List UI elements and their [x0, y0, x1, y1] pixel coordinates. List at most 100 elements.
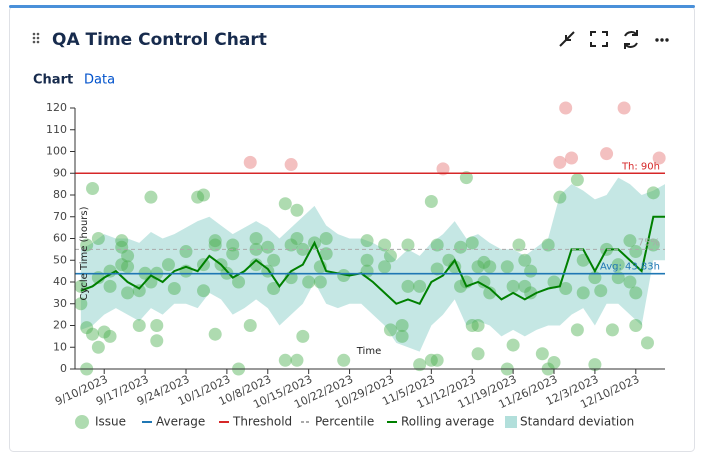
issue-point [243, 319, 257, 332]
issue-point [115, 234, 129, 248]
issue-point [471, 347, 485, 361]
legend-label: Rolling average [401, 415, 494, 429]
issue-point [144, 190, 158, 204]
issue-point [74, 297, 88, 311]
issue-point [378, 260, 392, 274]
issue-point [424, 353, 438, 367]
rolling-average-line [80, 215, 665, 305]
issue-point [208, 327, 222, 341]
issue-point [623, 275, 637, 289]
issue-point [226, 238, 240, 252]
legend-label: Threshold [232, 415, 292, 429]
refresh-icon[interactable] [624, 30, 638, 49]
issue-point [559, 282, 573, 296]
issue-point [483, 260, 497, 274]
drag-handle[interactable] [32, 32, 40, 44]
legend-swatch [505, 416, 517, 428]
issue-point [401, 279, 415, 293]
issue-point [284, 158, 298, 172]
issue-point [524, 264, 538, 278]
issue-point [267, 282, 281, 296]
reference-label: Avg: 43.83h [600, 262, 660, 273]
issue-point [512, 238, 526, 252]
issue-point [646, 186, 660, 200]
issue-point [465, 236, 479, 250]
issue-point [319, 247, 333, 261]
issue-point [506, 338, 520, 352]
reference-label: 75% [638, 237, 660, 248]
issue-point [383, 249, 397, 263]
y-tick-label: 80 [53, 188, 67, 201]
reference-label: Th: 90h [621, 161, 660, 172]
y-tick-label: 90 [53, 166, 67, 179]
issue-point [465, 319, 479, 332]
issue-point [290, 353, 304, 367]
issue-point [483, 286, 497, 300]
issue-point [261, 240, 275, 254]
issue-point [652, 151, 666, 165]
issue-point [208, 238, 222, 252]
issue-point [500, 260, 514, 274]
issue-point [565, 151, 579, 165]
widget-title: QA Time Control Chart [52, 30, 267, 50]
issue-point [249, 242, 263, 256]
issue-point [588, 358, 602, 372]
legend-swatch [75, 415, 89, 429]
more-icon[interactable] [655, 38, 669, 42]
issue-point [454, 279, 468, 293]
issue-point [506, 279, 520, 293]
issue-point [167, 282, 181, 296]
issue-point [197, 284, 211, 298]
issue-point [629, 245, 643, 259]
std-dev-band [80, 177, 666, 352]
issue-point [337, 353, 351, 367]
fullscreen-icon[interactable] [590, 31, 608, 47]
issue-point [454, 240, 468, 254]
issue-point [80, 238, 94, 252]
minimize-icon[interactable] [559, 31, 575, 47]
issue-point [360, 253, 374, 267]
issue-point [611, 258, 625, 272]
tab-chart[interactable]: Chart [33, 73, 73, 88]
issue-point [524, 286, 538, 300]
y-tick-label: 40 [53, 275, 67, 288]
issue-point [121, 286, 135, 300]
issue-point [570, 323, 584, 337]
issue-point [623, 234, 637, 248]
issue-point [319, 232, 333, 245]
y-tick-label: 70 [53, 210, 67, 223]
issue-point [413, 279, 427, 293]
legend-label: Percentile [315, 415, 374, 429]
issue-point [629, 319, 643, 332]
issue-point [115, 240, 129, 254]
y-tick-label: 60 [53, 232, 67, 245]
issue-point [103, 329, 117, 343]
issue-point [197, 188, 211, 202]
issue-point [547, 275, 561, 289]
issue-point [471, 260, 485, 274]
issue-point [103, 279, 117, 293]
issue-point [413, 358, 427, 372]
issue-point [459, 171, 473, 185]
issue-point [150, 319, 164, 332]
tab-data[interactable]: Data [84, 73, 115, 88]
y-tick-label: 10 [53, 340, 67, 353]
issue-point [424, 195, 438, 209]
y-axis-label: Cycle Time (hours) [79, 206, 90, 300]
y-tick-label: 100 [46, 145, 67, 158]
issue-point [86, 327, 100, 341]
issue-point [121, 260, 135, 274]
y-tick-label: 30 [53, 297, 67, 310]
x-axis-label: Time [356, 346, 381, 357]
issue-point [646, 238, 660, 252]
issue-point [518, 279, 532, 293]
issue-point [553, 155, 567, 169]
issue-point [360, 234, 374, 248]
legend-label: Average [156, 415, 205, 429]
issue-point [191, 190, 205, 204]
issue-point [284, 238, 298, 252]
issue-point [477, 255, 491, 269]
issue-point [161, 258, 175, 272]
issue-point [477, 275, 491, 289]
issue-point [91, 340, 105, 354]
